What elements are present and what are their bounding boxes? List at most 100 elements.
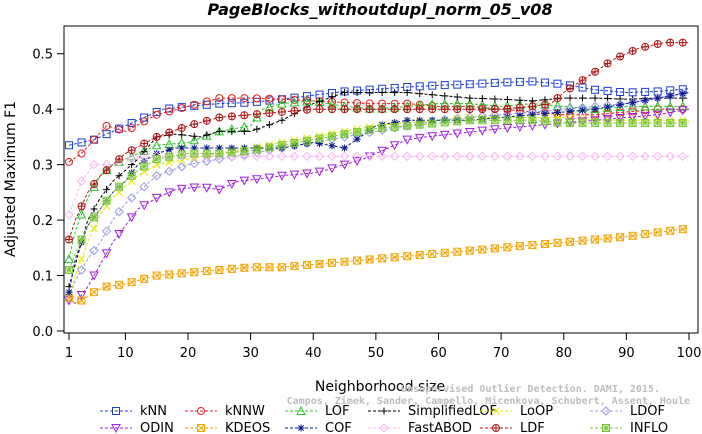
- data-point: [227, 148, 236, 157]
- data-point: [440, 151, 450, 162]
- data-point: [202, 149, 211, 158]
- data-point: [415, 105, 424, 114]
- data-point: [591, 119, 600, 128]
- data-point: [290, 95, 299, 104]
- data-point: [678, 88, 688, 99]
- data-point: [591, 105, 599, 113]
- data-point: [165, 152, 174, 161]
- data-point: [465, 116, 474, 125]
- data-point: [579, 107, 586, 114]
- data-point: [541, 117, 549, 126]
- legend-marker: [197, 424, 205, 432]
- data-point: [203, 131, 211, 139]
- data-point: [90, 288, 99, 297]
- data-point: [578, 119, 587, 127]
- data-point: [190, 268, 199, 277]
- data-point: [65, 157, 73, 166]
- data-point: [190, 268, 199, 277]
- axes-layer: 1 10 20 30 40 50 60 70 80 90 100 0.0 0.1 0.2 0.3 0.4 0.5: [32, 48, 701, 361]
- data-point: [678, 38, 687, 47]
- data-point: [491, 244, 499, 253]
- data-point: [215, 266, 224, 274]
- data-point: [165, 104, 174, 113]
- data-point: [403, 252, 412, 261]
- data-point: [177, 269, 186, 278]
- data-point: [354, 136, 361, 143]
- data-point: [641, 42, 650, 51]
- data-point: [90, 288, 98, 297]
- data-point: [640, 95, 650, 106]
- data-point: [652, 151, 663, 162]
- x-tick-label: 20: [180, 346, 197, 361]
- data-point: [152, 271, 161, 280]
- data-point: [77, 296, 86, 305]
- data-point: [414, 151, 425, 162]
- data-point: [327, 164, 337, 174]
- x-tick-label: 1: [65, 346, 73, 361]
- data-point: [77, 235, 86, 244]
- data-point: [591, 119, 599, 127]
- data-point: [415, 120, 424, 129]
- legend: kNN kNNW LOF SimplifiedLOF LoOP LDOF ODIN KDEOS…: [100, 404, 668, 434]
- data-point: [477, 151, 488, 162]
- legend-item-ldof: LDOF: [590, 404, 665, 419]
- legend-item-fastabod: FastABOD: [368, 421, 472, 434]
- data-point: [127, 171, 136, 180]
- data-point: [214, 151, 225, 162]
- data-point: [152, 132, 161, 141]
- data-point: [76, 176, 87, 186]
- data-point: [666, 92, 674, 100]
- data-point: [653, 228, 662, 237]
- legend-marker: [380, 407, 388, 415]
- data-point: [177, 124, 186, 133]
- data-point: [290, 93, 299, 102]
- data-point: [151, 171, 162, 181]
- data-point: [528, 116, 537, 125]
- data-point: [329, 142, 336, 149]
- data-point: [64, 209, 74, 220]
- data-point: [503, 243, 512, 252]
- data-point: [115, 155, 124, 164]
- data-point: [665, 108, 676, 118]
- data-point: [490, 151, 500, 162]
- data-point: [616, 52, 625, 61]
- data-point: [165, 270, 174, 279]
- data-point: [228, 144, 236, 152]
- data-point: [465, 116, 474, 125]
- data-point: [139, 201, 149, 211]
- data-point: [616, 119, 624, 127]
- data-point: [340, 130, 349, 139]
- data-point: [165, 107, 174, 116]
- data-point: [629, 99, 636, 106]
- data-point: [302, 138, 312, 149]
- data-point: [76, 265, 87, 275]
- data-point: [566, 107, 574, 115]
- data-point: [364, 127, 375, 138]
- data-point: [628, 107, 637, 116]
- x-tick-label: 80: [555, 346, 572, 361]
- legend-marker: [492, 424, 500, 432]
- data-point: [615, 114, 625, 124]
- data-point: [615, 114, 625, 124]
- data-point: [478, 79, 487, 88]
- data-point: [190, 149, 199, 158]
- data-point: [227, 264, 236, 273]
- data-point: [277, 107, 286, 116]
- data-point: [353, 256, 361, 265]
- data-point: [516, 112, 523, 119]
- data-point: [226, 180, 237, 190]
- data-point: [228, 145, 235, 151]
- data-point: [139, 152, 149, 163]
- x-tick-label: 100: [677, 346, 702, 361]
- data-point: [652, 151, 663, 162]
- data-point: [77, 235, 86, 244]
- data-point: [591, 235, 600, 244]
- data-point: [628, 119, 637, 128]
- data-point: [652, 101, 663, 111]
- data-point: [427, 151, 437, 162]
- data-point: [616, 233, 624, 242]
- data-point: [176, 184, 187, 194]
- data-point: [578, 236, 587, 245]
- data-point: [377, 125, 387, 135]
- data-point: [290, 139, 299, 148]
